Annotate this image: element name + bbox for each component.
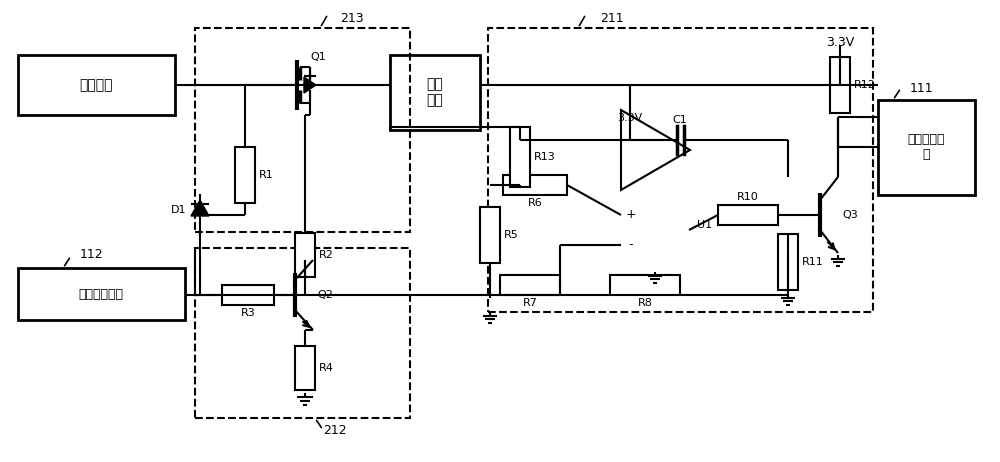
Polygon shape (191, 200, 209, 216)
Text: 3.3V: 3.3V (826, 36, 854, 49)
Text: +: + (626, 208, 636, 221)
Text: -: - (629, 238, 633, 251)
Text: R7: R7 (523, 298, 537, 308)
Bar (195, 28, 410, 232)
Bar (295, 233, 315, 277)
Text: C1: C1 (673, 115, 687, 125)
Bar (830, 57, 850, 113)
Bar (488, 28, 873, 312)
Bar (18, 268, 185, 320)
Bar (610, 275, 680, 295)
Polygon shape (304, 77, 316, 93)
Bar (500, 275, 560, 295)
Text: R12: R12 (854, 80, 876, 90)
Polygon shape (621, 110, 690, 190)
Text: R4: R4 (319, 363, 334, 373)
Text: 充电
电池: 充电 电池 (427, 77, 443, 107)
Bar (18, 55, 175, 115)
Text: 第一发送电路: 第一发送电路 (78, 287, 124, 300)
Text: R10: R10 (737, 192, 759, 202)
Text: R3: R3 (241, 308, 255, 318)
Text: 112: 112 (80, 249, 104, 261)
Bar (778, 234, 798, 290)
Bar (878, 100, 975, 195)
Text: 第一接收电
路: 第一接收电 路 (907, 133, 945, 161)
Text: 111: 111 (910, 81, 934, 95)
Text: 213: 213 (340, 12, 364, 24)
Bar (195, 248, 410, 418)
Text: R2: R2 (319, 250, 334, 260)
Bar (222, 285, 274, 305)
Text: U1: U1 (697, 220, 712, 230)
Text: R5: R5 (504, 230, 519, 240)
Text: R1: R1 (259, 170, 274, 180)
Text: 3.3V: 3.3V (617, 113, 643, 123)
Bar (503, 175, 567, 195)
Bar (235, 147, 255, 203)
Text: D1: D1 (170, 205, 186, 215)
Text: R6: R6 (528, 198, 542, 208)
Text: Q2: Q2 (317, 290, 333, 300)
Text: 211: 211 (600, 12, 624, 24)
Text: Q1: Q1 (310, 52, 326, 62)
Text: Q3: Q3 (842, 210, 858, 220)
Bar (718, 205, 778, 225)
Bar (510, 127, 530, 187)
Text: 212: 212 (323, 424, 347, 437)
Text: 供电电源: 供电电源 (79, 78, 113, 92)
Bar (295, 346, 315, 390)
Bar (480, 207, 500, 263)
Text: R13: R13 (534, 152, 556, 162)
Bar (390, 55, 480, 130)
Text: R8: R8 (638, 298, 652, 308)
Text: R11: R11 (802, 257, 824, 267)
